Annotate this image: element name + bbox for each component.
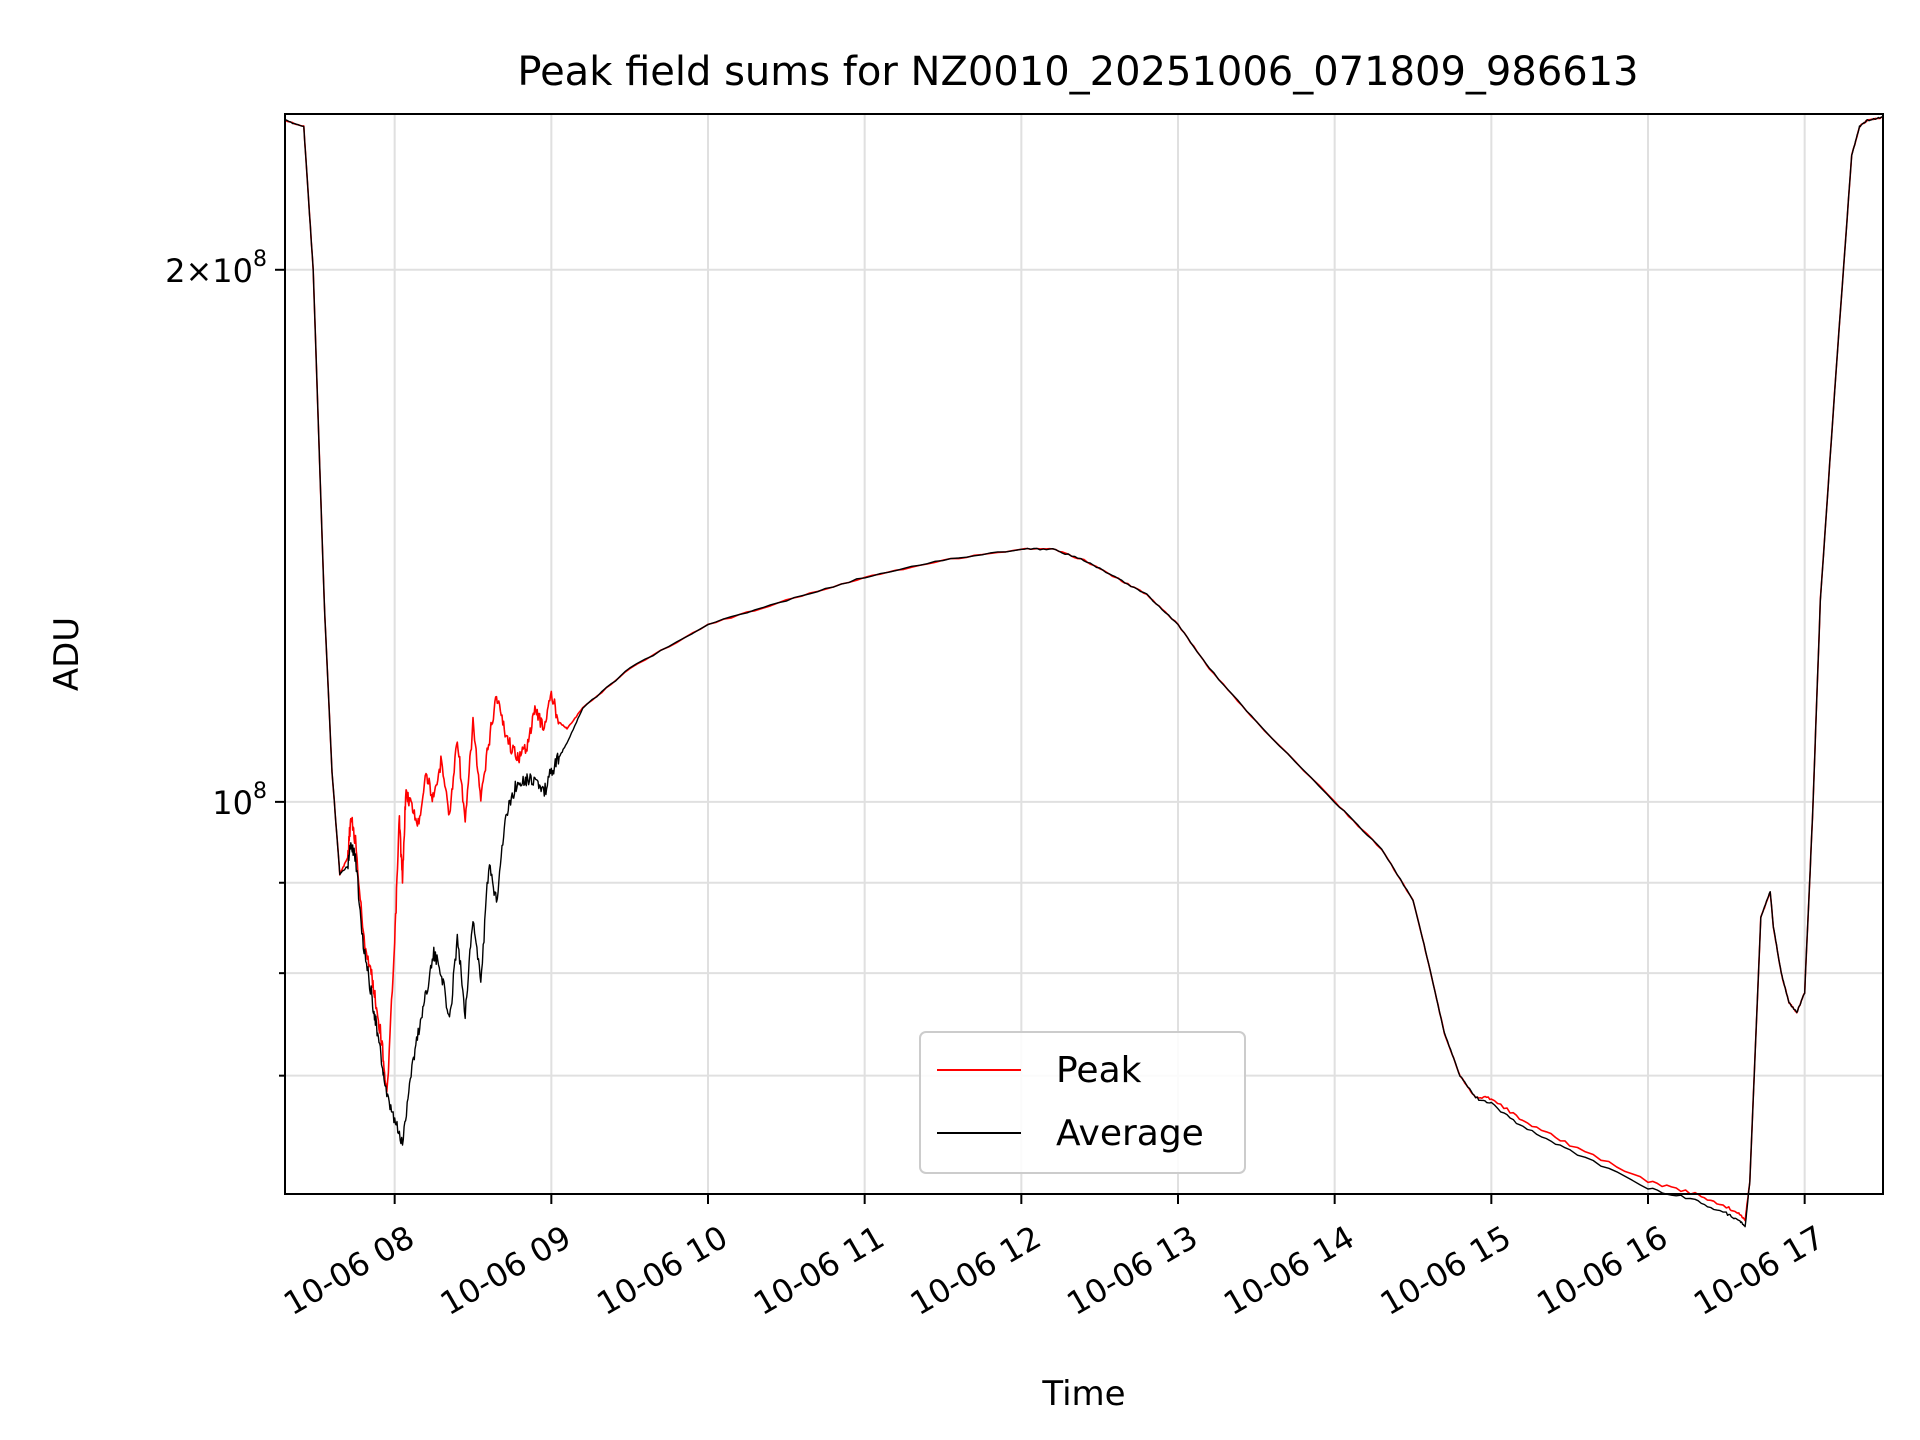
chart-title: Peak field sums for NZ0010_20251006_0718…: [517, 49, 1638, 95]
y-tick-label: 2×108: [165, 247, 267, 290]
legend: Peak Average: [919, 1031, 1246, 1174]
grid: [285, 114, 1883, 1194]
legend-box: [919, 1031, 1246, 1174]
y-axis-label: ADU: [47, 617, 87, 691]
y-tick-label: 108: [212, 779, 267, 822]
plot-series: [284, 116, 1884, 1228]
legend-label-peak: Peak: [1056, 1050, 1142, 1091]
legend-label-average: Average: [1056, 1113, 1204, 1154]
y-tick-exponent: 8: [253, 779, 267, 804]
axes-frame: [284, 113, 1884, 1195]
y-tick-base: 2×10: [165, 252, 253, 290]
y-tick-exponent: 8: [253, 247, 267, 272]
x-axis-label: Time: [1041, 1374, 1125, 1414]
series-line-average: [284, 116, 1884, 1228]
y-tick-base: 10: [212, 784, 253, 822]
